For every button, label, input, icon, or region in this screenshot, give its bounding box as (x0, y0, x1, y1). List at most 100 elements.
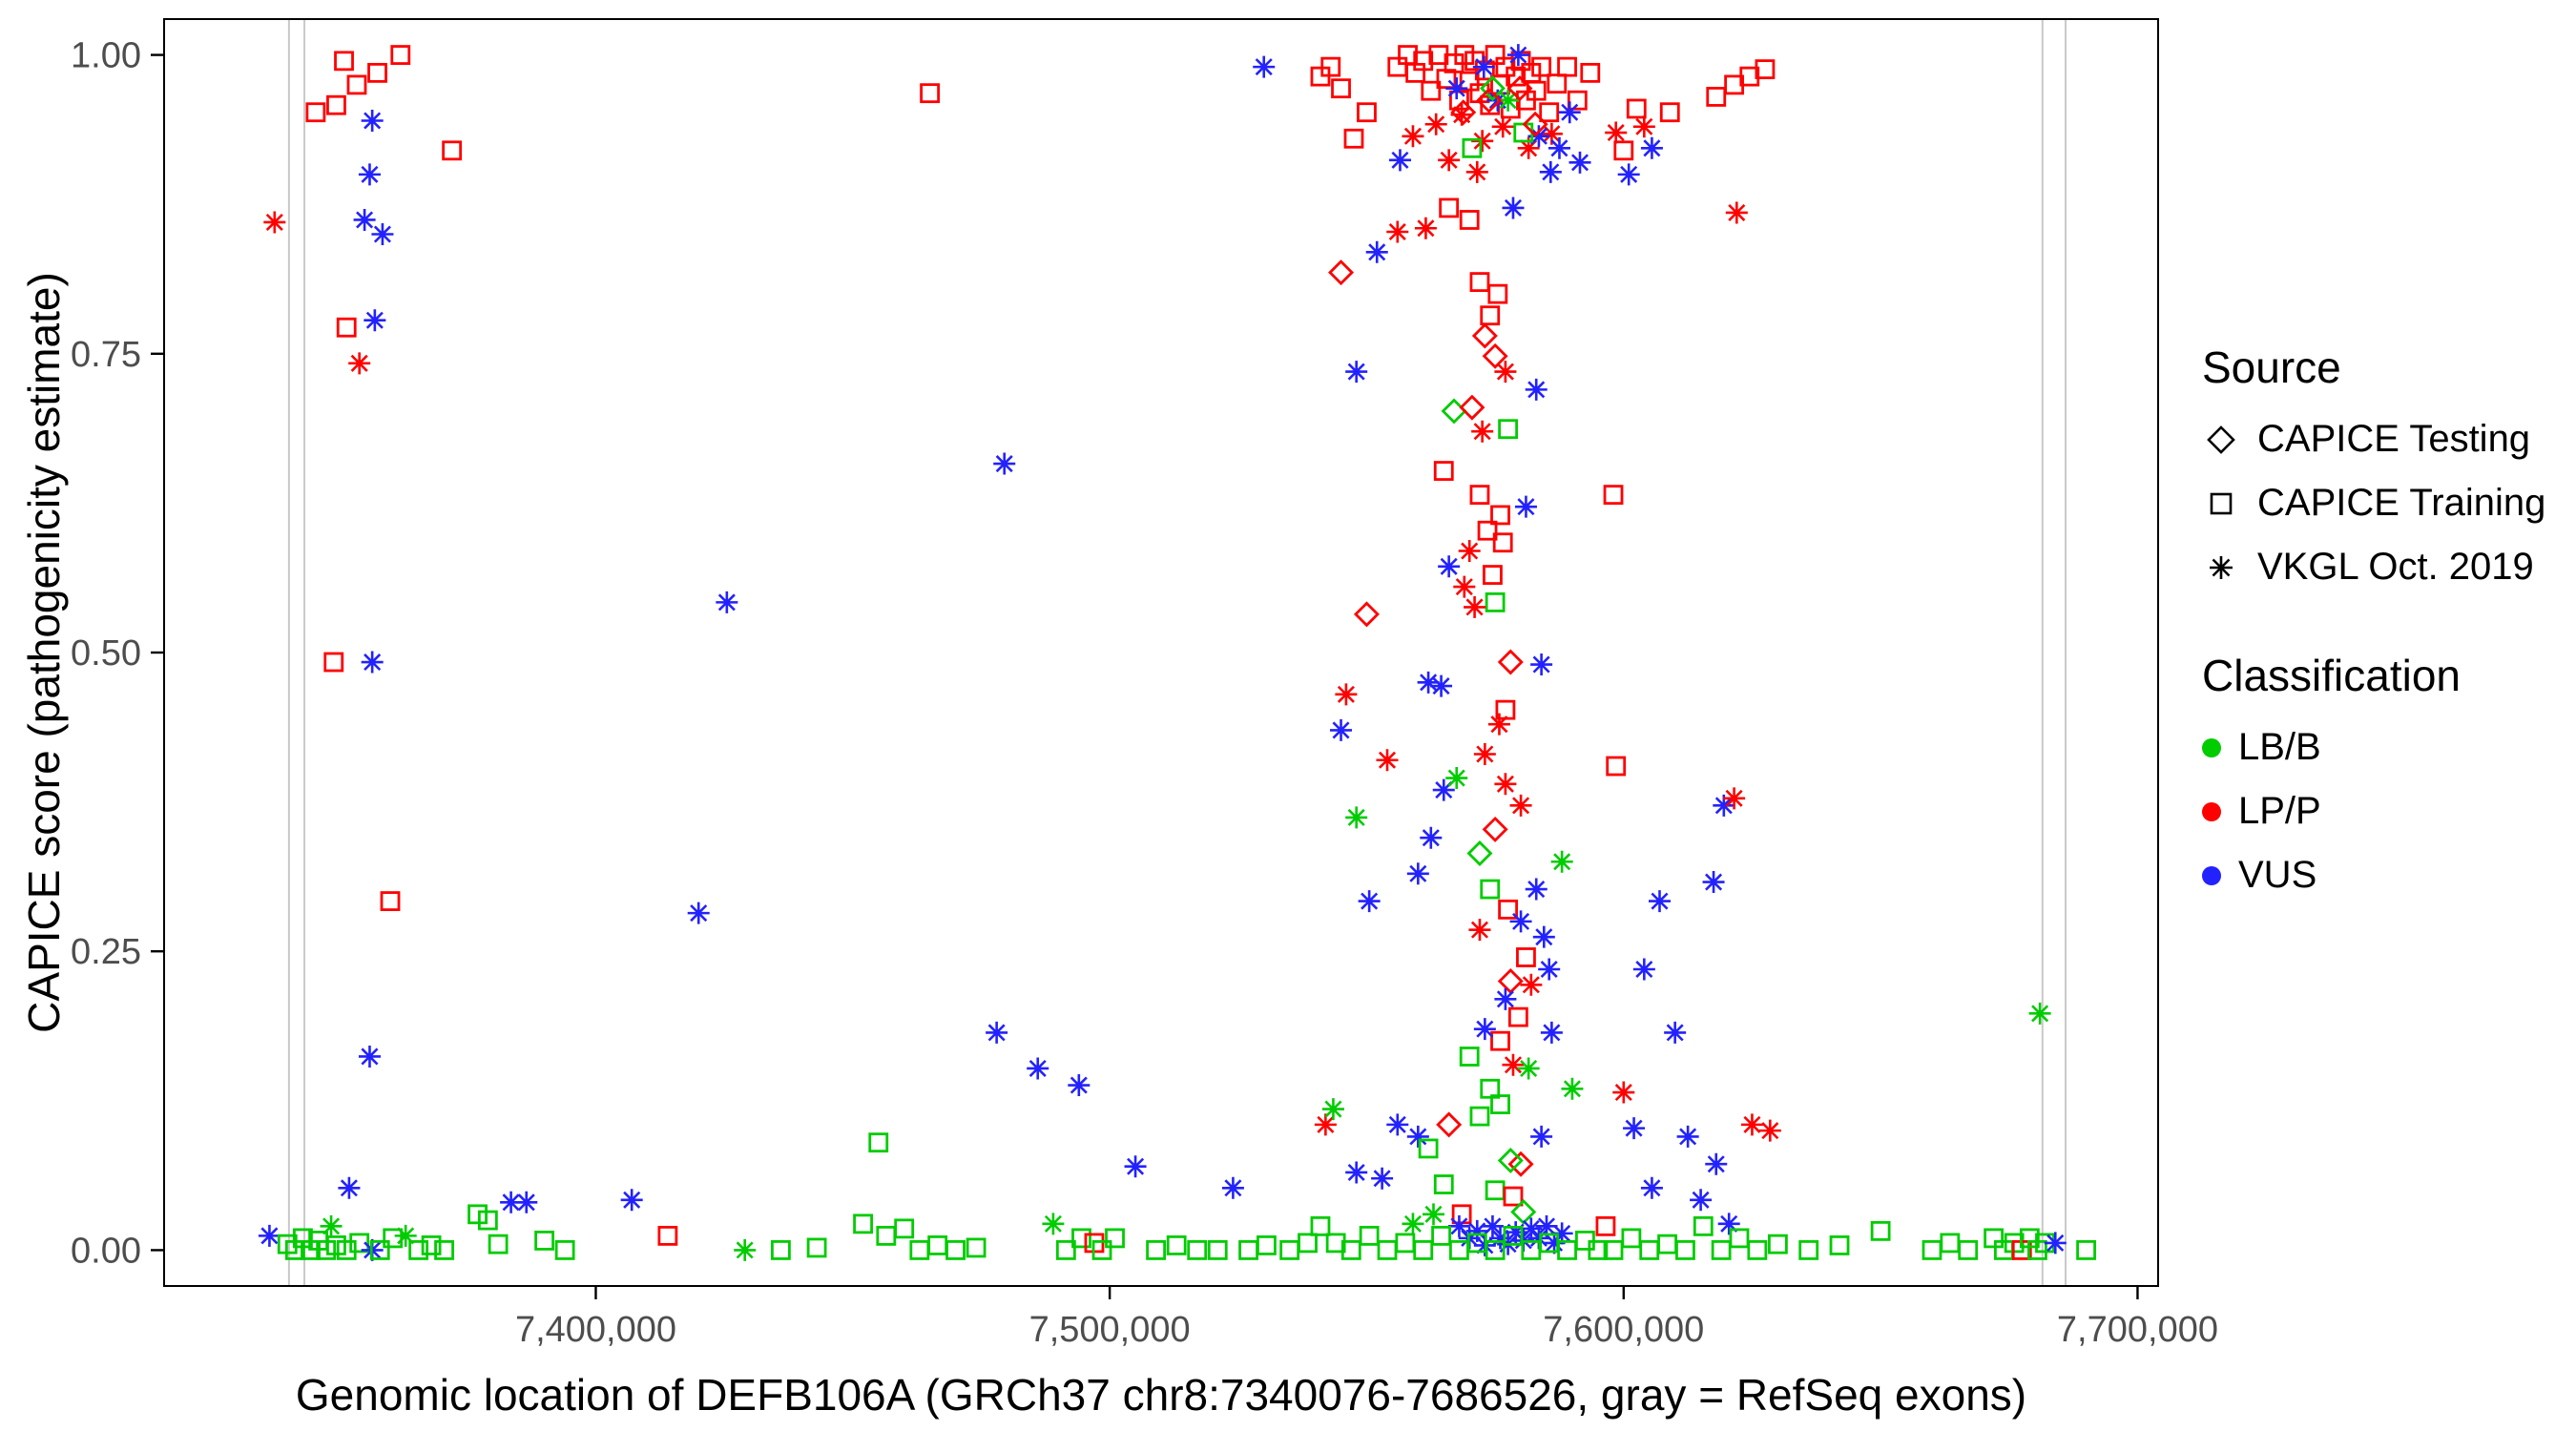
legend-label-lbb: LB/B (2238, 726, 2321, 768)
data-point (1345, 1161, 1368, 1184)
data-point (1466, 840, 1493, 866)
data-point (361, 109, 384, 132)
data-point (1510, 1198, 1537, 1225)
data-point (1492, 532, 1513, 553)
data-point (1417, 671, 1440, 694)
lbb-color-dot (2202, 737, 2221, 757)
data-point (1298, 1233, 1318, 1254)
data-point (1071, 1228, 1091, 1249)
data-point (1345, 806, 1368, 829)
data-point (966, 1237, 987, 1258)
data-point (1676, 1125, 1699, 1148)
data-point (1055, 1240, 1076, 1260)
data-point (1612, 1081, 1635, 1104)
data-point (1725, 201, 1748, 224)
data-point (364, 309, 386, 332)
data-point (1530, 653, 1553, 676)
data-point (1402, 125, 1424, 148)
data-point (1445, 767, 1468, 790)
data-point (1436, 1111, 1463, 1138)
data-point (1705, 1152, 1728, 1175)
data-point (1480, 1078, 1501, 1099)
data-point (1509, 794, 1532, 817)
data-point (1377, 1240, 1398, 1260)
data-point (1755, 59, 1776, 80)
data-point (1829, 1235, 1850, 1255)
data-point (2028, 1002, 2051, 1025)
legend-item-lpp: LP/P (2202, 790, 2545, 833)
data-point (477, 1210, 498, 1231)
data-point (1543, 1232, 1566, 1255)
data-point (1471, 322, 1498, 349)
data-point (1464, 595, 1486, 618)
data-point (1421, 80, 1442, 101)
data-point (1535, 1214, 1558, 1237)
data-point (1358, 890, 1381, 913)
data-point (1502, 197, 1525, 219)
data-point (1433, 1174, 1454, 1194)
data-point (1798, 1240, 1819, 1260)
data-point (1494, 773, 1517, 796)
data-point (1490, 1030, 1510, 1051)
data-point (1238, 1240, 1258, 1260)
legend-classification-title: Classification (2202, 651, 2461, 700)
data-point (361, 651, 384, 674)
data-point (349, 1233, 370, 1254)
data-point (986, 1021, 1008, 1044)
data-point (1503, 1186, 1524, 1207)
data-point (894, 1218, 915, 1239)
data-point (993, 452, 1016, 475)
data-point (1388, 149, 1411, 172)
data-point (323, 652, 344, 673)
data-point (1514, 495, 1537, 518)
data-point (1497, 649, 1524, 675)
data-point (1376, 749, 1399, 772)
data-point (1516, 947, 1536, 967)
data-point (1568, 151, 1591, 174)
data-point (1547, 73, 1568, 94)
data-point (1507, 1151, 1534, 1177)
data-point (358, 163, 381, 186)
data-point (1522, 111, 1548, 137)
data-point (1482, 342, 1508, 369)
data-point (1439, 197, 1460, 218)
data-point (1503, 1225, 1524, 1246)
data-point (1331, 78, 1351, 99)
data-point (1603, 1240, 1624, 1260)
data-point (1330, 718, 1353, 741)
data-point (1462, 137, 1483, 158)
legend-classification-section: Classification LB/B LP/P VUS (2202, 650, 2545, 897)
data-point (1617, 163, 1640, 186)
data-point (348, 352, 371, 375)
data-point (1621, 1228, 1642, 1249)
data-point (1357, 102, 1377, 123)
data-point (1659, 102, 1680, 123)
data-point (1640, 136, 1663, 159)
data-point (1469, 1106, 1490, 1127)
data-point (1091, 1240, 1112, 1260)
data-point (258, 1224, 280, 1247)
data-point (1649, 890, 1671, 913)
data-point (1146, 1240, 1167, 1260)
data-point (1539, 160, 1562, 183)
data-point (358, 1045, 381, 1068)
data-point (534, 1230, 555, 1251)
data-point (1459, 71, 1480, 92)
data-point (326, 94, 346, 115)
data-point (1458, 540, 1481, 563)
data-point (734, 1238, 757, 1261)
data-point (346, 74, 367, 95)
data-point (1870, 1220, 1891, 1241)
data-point (1739, 66, 1760, 87)
data-point (1520, 973, 1543, 996)
data-point (1632, 958, 1655, 981)
data-point (716, 591, 738, 613)
data-point (1465, 1219, 1488, 1242)
data-point (1459, 394, 1485, 421)
legend: Source CAPICE Testing CAPICE Training VK… (2202, 342, 2545, 958)
data-point (1532, 925, 1555, 948)
data-point (1365, 240, 1388, 263)
y-tick-label: 0.75 (71, 335, 141, 375)
data-point (1558, 101, 1581, 124)
data-point (1498, 419, 1518, 440)
